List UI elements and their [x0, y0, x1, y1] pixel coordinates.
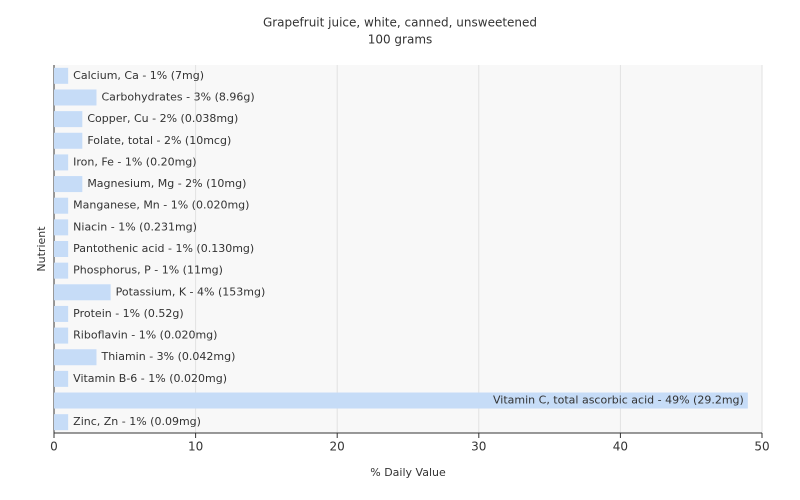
bar-label: Copper, Cu - 2% (0.038mg) [87, 112, 238, 125]
x-tick-label: 50 [754, 440, 769, 454]
bar [54, 176, 83, 193]
chart-subtitle: 100 grams [368, 33, 433, 47]
bar-label: Magnesium, Mg - 2% (10mg) [87, 177, 246, 190]
x-tick-label: 30 [471, 440, 486, 454]
bar-label: Riboflavin - 1% (0.020mg) [73, 329, 217, 342]
bar-label: Thiamin - 3% (0.042mg) [100, 350, 235, 363]
bar-label: Niacin - 1% (0.231mg) [73, 220, 197, 233]
bar [54, 327, 69, 344]
x-tick-label: 0 [50, 440, 58, 454]
bar-label: Potassium, K - 4% (153mg) [116, 285, 266, 298]
x-axis-label: % Daily Value [370, 466, 446, 479]
bar [54, 370, 69, 387]
y-axis-label: Nutrient [35, 226, 48, 272]
bar-label: Vitamin B-6 - 1% (0.020mg) [73, 372, 227, 385]
bar [54, 219, 69, 236]
bar-label: Manganese, Mn - 1% (0.020mg) [73, 199, 249, 212]
bar-label: Folate, total - 2% (10mcg) [87, 134, 231, 147]
bar-label: Carbohydrates - 3% (8.96g) [101, 90, 254, 103]
x-tick-label: 20 [330, 440, 345, 454]
bar [54, 262, 69, 279]
bar-label: Pantothenic acid - 1% (0.130mg) [73, 242, 254, 255]
bar-label: Vitamin C, total ascorbic acid - 49% (29… [493, 394, 744, 407]
bar [54, 89, 97, 106]
bar-label: Protein - 1% (0.52g) [73, 307, 184, 320]
bar [54, 349, 97, 366]
bar-label: Iron, Fe - 1% (0.20mg) [73, 155, 196, 168]
bar-label: Zinc, Zn - 1% (0.09mg) [73, 415, 201, 428]
bar [54, 305, 69, 322]
bar [54, 392, 748, 409]
bar [54, 241, 69, 257]
bar [54, 414, 69, 431]
x-tick-label: 10 [188, 440, 203, 454]
bar [54, 154, 69, 171]
bar [54, 284, 111, 301]
bar [54, 67, 69, 84]
x-tick-label: 40 [613, 440, 628, 454]
bar-label: Phosphorus, P - 1% (11mg) [73, 264, 223, 277]
chart-title: Grapefruit juice, white, canned, unsweet… [263, 16, 537, 30]
bar-label: Calcium, Ca - 1% (7mg) [73, 69, 204, 82]
bar [54, 197, 69, 214]
plot-area [54, 65, 762, 433]
bar [54, 132, 83, 149]
bar [54, 111, 83, 128]
